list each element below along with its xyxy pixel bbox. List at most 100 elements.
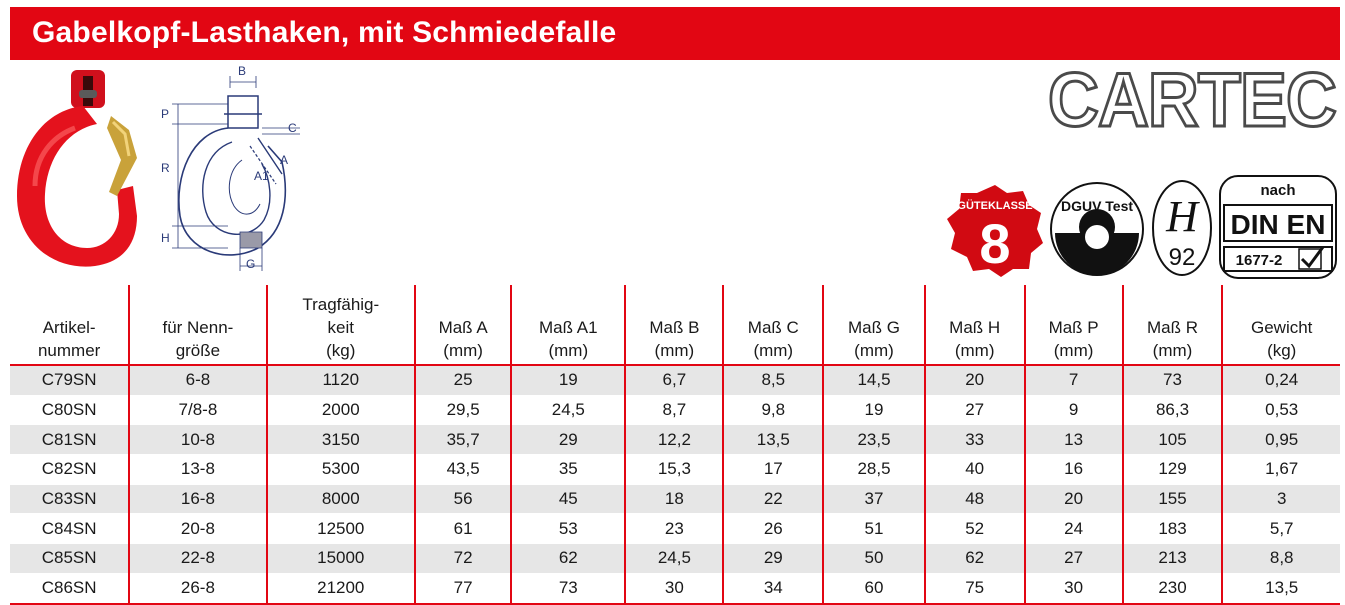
table-cell: 29 bbox=[510, 424, 626, 456]
column-header-line: Maß P bbox=[1048, 318, 1099, 337]
h92-badge: H 92 bbox=[1151, 179, 1213, 277]
grade-badge-top: GÜTEKLASSE bbox=[957, 199, 1032, 212]
table-cell: 29,5 bbox=[413, 395, 512, 426]
table-cell: 20 bbox=[923, 365, 1025, 396]
table-row: C80SN 7/8-8 2000 29,5 24,5 8,7 9,8 19 27 9 86,3 0,5… bbox=[10, 395, 1340, 426]
column-header-line: Maß G bbox=[848, 318, 900, 337]
column-header-line: (kg) bbox=[326, 341, 356, 360]
table-cell: 7 bbox=[1023, 365, 1123, 396]
table-cell: 37 bbox=[822, 484, 925, 515]
table-cell: 22 bbox=[722, 484, 824, 515]
column-header-line: Maß R bbox=[1147, 318, 1198, 337]
table-cell: 20 bbox=[1023, 484, 1123, 515]
drawing-label-a1: A1 bbox=[254, 169, 269, 183]
din-badge-sub: 1677-2 bbox=[1236, 252, 1283, 269]
table-cell: 24 bbox=[1023, 513, 1123, 545]
cartec-logo-text: CARTEC bbox=[1048, 64, 1336, 134]
column-header-line: keit bbox=[327, 318, 354, 337]
column-header: Maß H (mm) bbox=[923, 285, 1025, 366]
drawing-label-b: B bbox=[238, 66, 246, 78]
table-cell: 25 bbox=[413, 365, 512, 396]
table-cell: 45 bbox=[510, 484, 626, 515]
column-header: Maß A (mm) bbox=[413, 285, 512, 366]
table-cell: 14,5 bbox=[822, 365, 925, 396]
table-row: C79SN 6-8 1120 25 19 6,7 8,5 14,5 20 7 73 0,24 bbox=[10, 365, 1340, 396]
table-row: C81SN 10-8 3150 35,7 29 12,2 13,5 23,5 33 13 105 0,… bbox=[10, 424, 1340, 456]
column-header: Gewicht (kg) bbox=[1221, 285, 1340, 366]
table-cell: C82SN bbox=[10, 454, 130, 485]
product-table: Artikel-nummer für Nenn-größe Tragfähig-ke… bbox=[10, 285, 1340, 605]
table-cell: 7/8-8 bbox=[128, 395, 267, 426]
column-header-line: Maß H bbox=[949, 318, 1001, 337]
table-cell: 13 bbox=[1023, 424, 1123, 456]
table-cell: 183 bbox=[1121, 513, 1223, 545]
table-cell: 48 bbox=[923, 484, 1025, 515]
table-cell: 129 bbox=[1121, 454, 1223, 485]
column-header: Maß A1 (mm) bbox=[510, 285, 626, 366]
column-header: Tragfähig-keit (kg) bbox=[265, 285, 415, 366]
h92-badge-letter: H bbox=[1165, 192, 1200, 241]
column-header-line: Gewicht bbox=[1250, 318, 1313, 337]
table-cell: 6-8 bbox=[128, 365, 267, 396]
table-cell: 1120 bbox=[265, 365, 415, 396]
table-header-row: Artikel-nummer für Nenn-größe Tragfähig-ke… bbox=[10, 285, 1340, 366]
table-cell: 10-8 bbox=[128, 424, 267, 456]
column-header-line: Tragfähig- bbox=[302, 295, 380, 314]
table-cell: 213 bbox=[1121, 543, 1223, 574]
table-cell: 15,3 bbox=[624, 454, 724, 485]
table-cell: 24,5 bbox=[510, 395, 626, 426]
table-cell: 17 bbox=[722, 454, 824, 485]
grade-8-badge: GÜTEKLASSE 8 bbox=[945, 183, 1045, 277]
table-cell: 16-8 bbox=[128, 484, 267, 515]
table-cell: 3 bbox=[1221, 484, 1340, 515]
column-header-line: Maß A1 bbox=[539, 318, 598, 337]
table-cell: 0,24 bbox=[1221, 365, 1340, 396]
column-header: Maß B (mm) bbox=[624, 285, 724, 366]
table-cell: 22-8 bbox=[128, 543, 267, 574]
column-header: für Nenn-größe bbox=[128, 285, 267, 366]
column-header-line: Artikel- bbox=[42, 318, 96, 337]
column-header-line: Maß B bbox=[649, 318, 700, 337]
table-cell: 29 bbox=[722, 543, 824, 574]
column-header: Maß C (mm) bbox=[722, 285, 824, 366]
column-header-line: (mm) bbox=[1053, 341, 1094, 360]
grade-badge-number: 8 bbox=[979, 212, 1010, 275]
table-cell: 56 bbox=[413, 484, 512, 515]
table-cell: 50 bbox=[822, 543, 925, 574]
table-cell: C81SN bbox=[10, 424, 130, 456]
table-cell: C85SN bbox=[10, 543, 130, 574]
column-header-line: nummer bbox=[37, 341, 101, 360]
column-header-line: für Nenn- bbox=[162, 318, 234, 337]
table-cell: 43,5 bbox=[413, 454, 512, 485]
certification-badges: GÜTEKLASSE 8 DGUV Test H 92 nach DIN EN … bbox=[945, 175, 1340, 280]
table-cell: 9,8 bbox=[722, 395, 824, 426]
table-cell: 19 bbox=[510, 365, 626, 396]
drawing-label-p: P bbox=[161, 107, 169, 121]
table-cell: 12,2 bbox=[624, 424, 724, 456]
drawing-label-r: R bbox=[161, 161, 170, 175]
column-header: Maß R (mm) bbox=[1121, 285, 1223, 366]
h92-badge-number: 92 bbox=[1169, 244, 1196, 271]
din-badge-top: nach bbox=[1260, 182, 1295, 199]
table-cell: 1,67 bbox=[1221, 454, 1340, 485]
column-header-line: (mm) bbox=[1152, 341, 1193, 360]
table-cell: 62 bbox=[510, 543, 626, 574]
table-cell: 9 bbox=[1023, 395, 1123, 426]
dguv-test-badge: DGUV Test bbox=[1049, 181, 1145, 277]
table-cell: 19 bbox=[822, 395, 925, 426]
table-body: C79SN 6-8 1120 25 19 6,7 8,5 14,5 20 7 73 0,24 C80SN… bbox=[10, 365, 1340, 605]
dguv-badge-text: DGUV Test bbox=[1061, 198, 1133, 214]
column-header-line: (mm) bbox=[443, 341, 483, 360]
table-cell: 61 bbox=[413, 513, 512, 545]
table-cell: 0,95 bbox=[1221, 424, 1340, 456]
drawing-label-a: A bbox=[280, 153, 288, 167]
table-cell: 13-8 bbox=[128, 454, 267, 485]
table-cell: C79SN bbox=[10, 365, 130, 396]
column-header-line: Maß A bbox=[438, 318, 488, 337]
column-header-line: (kg) bbox=[1267, 341, 1297, 360]
table-cell: 0,53 bbox=[1221, 395, 1340, 426]
drawing-label-g: G bbox=[246, 257, 255, 271]
table-cell: 18 bbox=[624, 484, 724, 515]
table-cell: C84SN bbox=[10, 513, 130, 545]
din-badge-main: DIN EN bbox=[1231, 209, 1326, 240]
